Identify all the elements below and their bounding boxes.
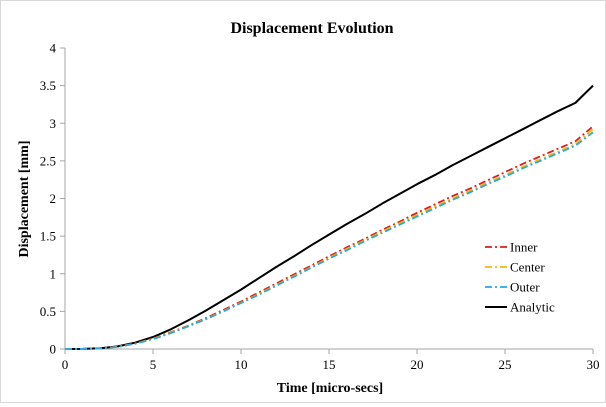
series-line-inner	[64, 125, 594, 350]
x-axis-title: Time [micro-secs]	[277, 381, 383, 396]
legend-label-center: Center	[510, 260, 545, 275]
y-tick-label: 4	[50, 41, 57, 56]
y-tick-label: 0	[50, 342, 57, 357]
y-tick-label: 1.5	[40, 229, 56, 244]
x-tick-label: 15	[323, 357, 336, 372]
x-tick-label: 10	[235, 357, 248, 372]
y-tick-label: 0.5	[40, 304, 56, 319]
series-line-analytic	[64, 84, 594, 350]
y-axis-title: Displacement [mm]	[17, 140, 32, 257]
legend-label-outer: Outer	[510, 280, 540, 295]
legend-label-analytic: Analytic	[510, 300, 555, 315]
x-tick-label: 30	[587, 357, 600, 372]
x-tick-label: 25	[499, 357, 512, 372]
y-tick-label: 2.5	[40, 153, 56, 168]
legend: Inner Center Outer Analytic	[485, 240, 555, 315]
chart-title: Displacement Evolution	[230, 20, 393, 37]
legend-label-inner: Inner	[510, 240, 538, 255]
y-tick-label: 3	[50, 116, 57, 131]
x-tick-label: 20	[411, 357, 424, 372]
series-line-outer	[64, 131, 594, 350]
series-layer	[64, 84, 594, 350]
x-tick-label: 5	[150, 357, 157, 372]
y-tick-label: 1	[50, 266, 57, 281]
y-tick-label: 2	[50, 191, 57, 206]
x-tick-label: 0	[62, 357, 69, 372]
axes: 0 0.5 1 1.5 2 2.5 3 3.5 4 0 5 10 15 20 25 30	[40, 41, 600, 373]
y-tick-label: 3.5	[40, 78, 56, 93]
